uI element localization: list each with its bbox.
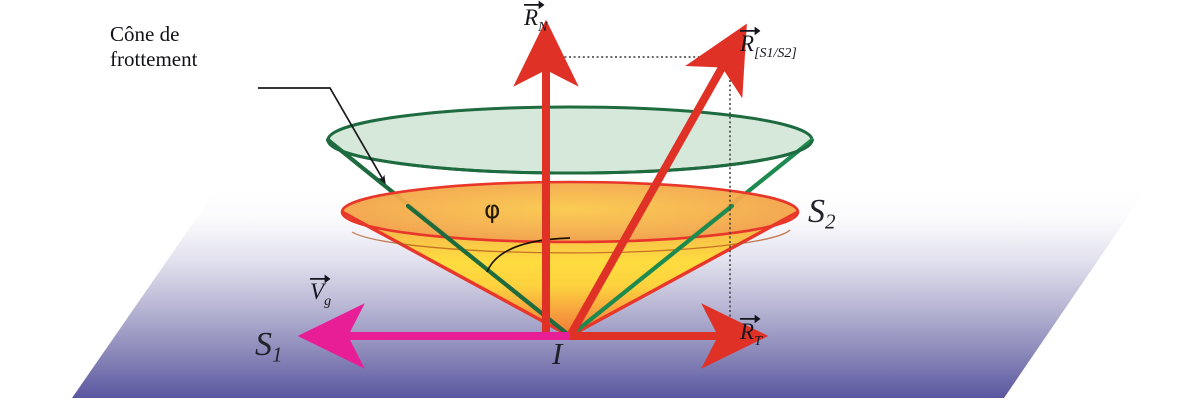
vector-arrows	[297, 19, 769, 369]
s1-index: 1	[272, 342, 283, 367]
vector-label-rn: RN	[523, 0, 548, 36]
sub-s2-letter: S	[777, 45, 785, 61]
sub-s1-letter: S	[759, 45, 767, 61]
vg-letter: V	[310, 279, 325, 304]
rn-vector-symbol: R	[523, 0, 545, 31]
callout-line-1: Cône de	[110, 22, 180, 46]
vg-vector-symbol: V	[309, 274, 331, 305]
callout-cone-de-frottement: Cône de frottement	[110, 22, 197, 72]
rn-subscript: N	[538, 19, 548, 35]
callout-line-2: frottement	[110, 46, 198, 71]
reaction-cone-top-face	[342, 182, 798, 242]
sub-slash: /	[773, 45, 778, 61]
sub-s1-index: 1	[766, 45, 774, 61]
vg-subscript: g	[324, 293, 332, 309]
friction-cone-right-edge-front	[567, 203, 735, 339]
friction-angle-label-phi: φ	[484, 195, 501, 224]
vector-label-vg: Vg	[309, 274, 332, 310]
sub-open-bracket: [	[754, 45, 760, 61]
s1-letter: S	[255, 326, 272, 363]
r-s1s2-letter: R	[740, 31, 755, 56]
s2-index: 2	[825, 209, 836, 234]
vector-label-r-s1s2: R[S1/S2]	[739, 26, 797, 62]
leader-arrow-icon	[258, 87, 386, 185]
sub-close-bracket: ]	[791, 45, 797, 61]
r-s1s2-subscript: [S1/S2]	[754, 46, 797, 61]
surface-label-s2: S2	[808, 192, 836, 234]
vector-r-s1s2-arrow	[566, 23, 747, 338]
reaction-cone-horizon	[351, 229, 791, 254]
sub-s2-index: 2	[784, 45, 792, 61]
phi-arc	[486, 237, 571, 273]
r-s1s2-vector-symbol: R	[739, 26, 761, 57]
s2-letter: S	[808, 193, 825, 230]
contact-point-label-i: I	[552, 336, 563, 371]
rt-vector-symbol: R	[739, 314, 761, 345]
friction-cone-front-arc	[326, 139, 814, 175]
callout-leader	[258, 87, 386, 185]
surface-label-s1: S1	[255, 325, 283, 367]
vector-label-rt: RT	[739, 314, 763, 350]
friction-angle-arc	[486, 237, 571, 273]
rt-letter: R	[740, 319, 755, 344]
rt-subscript: T	[754, 333, 763, 349]
rn-letter: R	[524, 5, 539, 30]
